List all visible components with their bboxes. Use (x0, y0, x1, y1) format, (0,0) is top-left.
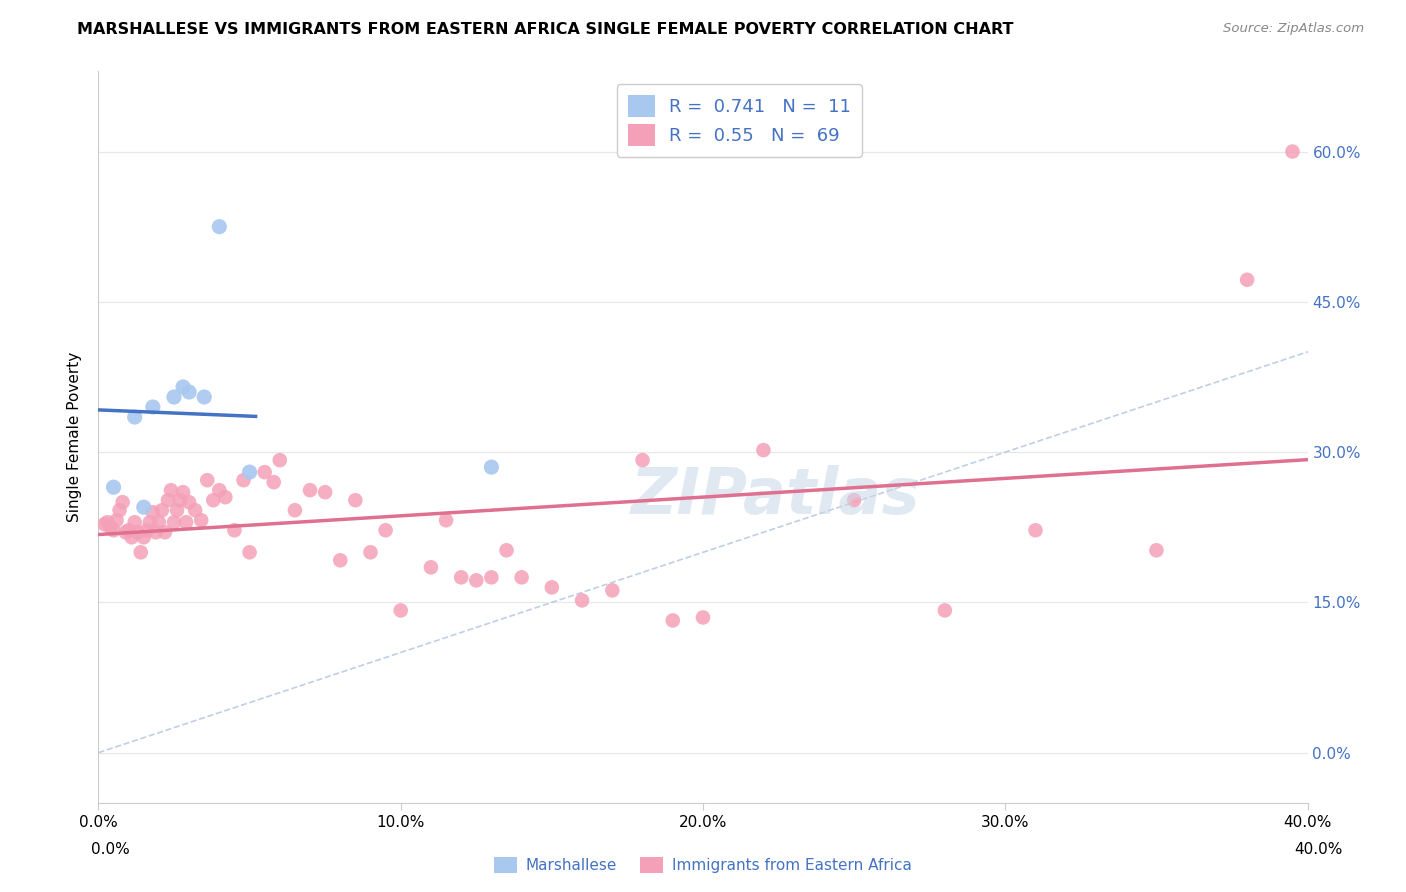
Point (163, 515, 186, 529)
Point (465, 574, 488, 588)
Point (214, 490, 236, 504)
Point (752, 443, 775, 458)
Point (169, 493, 191, 508)
Point (1144, 543, 1167, 558)
Text: Source: ZipAtlas.com: Source: ZipAtlas.com (1223, 22, 1364, 36)
Point (127, 525, 149, 540)
Point (156, 493, 179, 508)
Point (434, 513, 457, 527)
Point (202, 493, 225, 508)
Point (208, 219, 231, 234)
Point (150, 503, 173, 517)
Point (172, 380, 194, 394)
Point (692, 610, 714, 624)
Text: MARSHALLESE VS IMMIGRANTS FROM EASTERN AFRICA SINGLE FEMALE POVERTY CORRELATION : MARSHALLESE VS IMMIGRANTS FROM EASTERN A… (77, 22, 1014, 37)
Point (129, 545, 152, 559)
Text: ZIPatlas: ZIPatlas (631, 465, 921, 526)
Point (139, 515, 162, 529)
Point (96, 515, 118, 529)
Point (103, 480, 125, 494)
Point (103, 523, 125, 537)
Point (602, 583, 624, 598)
Point (132, 500, 155, 515)
Point (142, 505, 165, 519)
Point (299, 483, 322, 498)
Point (495, 543, 517, 558)
Text: 0.0%: 0.0% (91, 842, 131, 856)
Point (121, 530, 143, 544)
Point (135, 523, 157, 537)
Point (481, 570, 503, 584)
Point (145, 525, 167, 540)
Point (174, 515, 197, 529)
Point (420, 560, 443, 574)
Point (195, 473, 218, 487)
Point (1281, 145, 1303, 159)
Point (100, 520, 122, 534)
Point (160, 483, 183, 498)
Point (93, 517, 115, 532)
Point (844, 493, 866, 508)
Point (184, 503, 207, 517)
Point (239, 465, 262, 479)
Point (450, 570, 472, 584)
Point (163, 390, 186, 404)
Point (190, 513, 212, 527)
Point (118, 523, 141, 537)
Y-axis label: Single Female Poverty: Single Female Poverty (67, 352, 83, 522)
Point (111, 495, 134, 509)
Point (934, 603, 956, 617)
Point (124, 410, 146, 425)
Point (253, 465, 276, 479)
Point (1236, 273, 1258, 287)
Point (232, 473, 254, 487)
Point (179, 384, 201, 399)
Point (166, 503, 188, 517)
Point (284, 503, 307, 517)
Point (263, 475, 285, 490)
Point (179, 495, 201, 509)
Point (510, 570, 533, 584)
Point (329, 553, 352, 567)
Point (114, 525, 136, 540)
Point (239, 545, 262, 559)
Text: 40.0%: 40.0% (1295, 842, 1343, 856)
Point (1024, 523, 1046, 537)
Point (631, 453, 654, 467)
Legend: Marshallese, Immigrants from Eastern Africa: Marshallese, Immigrants from Eastern Afr… (494, 857, 912, 873)
Point (571, 593, 593, 607)
Point (661, 614, 683, 628)
Point (344, 493, 367, 508)
Point (269, 453, 291, 467)
Point (105, 513, 128, 527)
Point (389, 603, 412, 617)
Point (193, 390, 215, 404)
Point (124, 515, 146, 529)
Point (224, 523, 246, 537)
Point (481, 460, 503, 475)
Point (148, 515, 170, 529)
Point (208, 483, 231, 498)
Point (132, 530, 155, 544)
Point (108, 503, 131, 517)
Point (540, 580, 562, 594)
Point (172, 485, 194, 500)
Point (142, 400, 165, 414)
Point (314, 485, 336, 500)
Point (360, 545, 382, 559)
Point (153, 525, 176, 540)
Point (374, 523, 396, 537)
Legend: R =  0.741   N =  11, R =  0.55   N =  69: R = 0.741 N = 11, R = 0.55 N = 69 (617, 84, 862, 157)
